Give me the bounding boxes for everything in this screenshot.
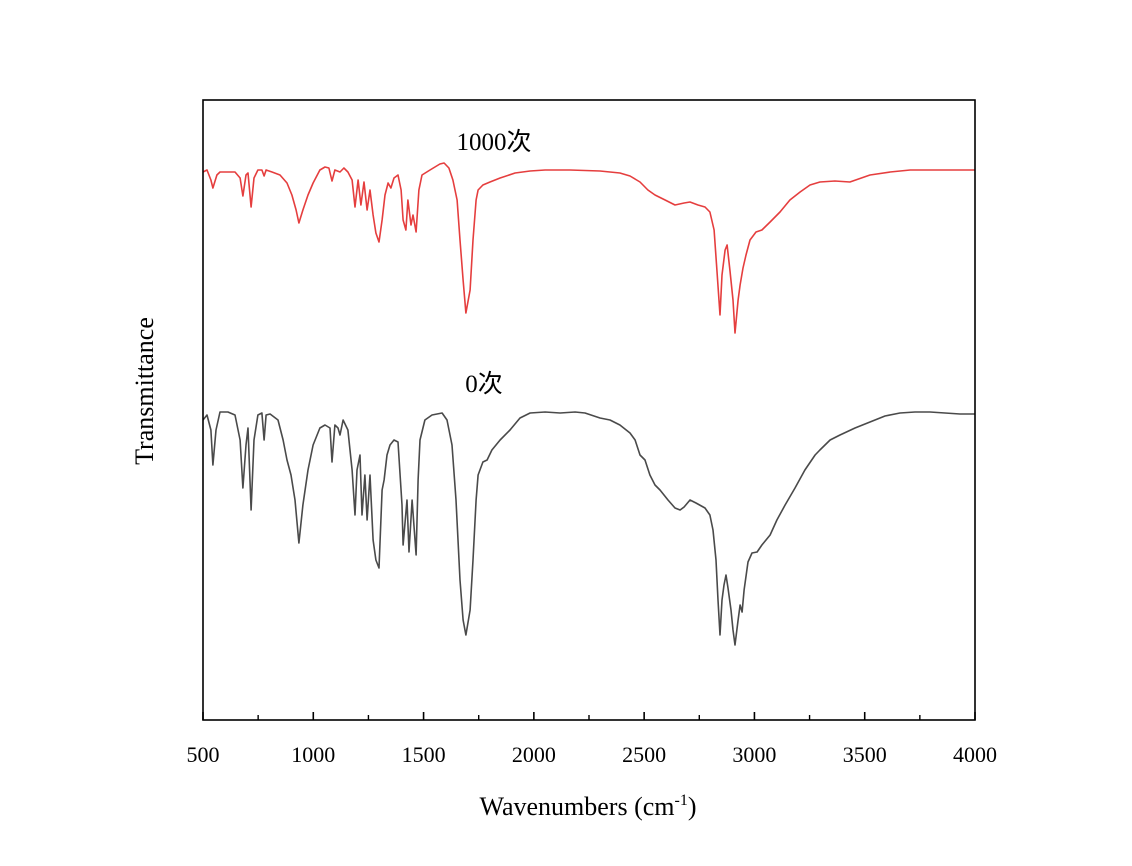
x-tick-label: 500 bbox=[187, 742, 220, 767]
x-tick-label: 2000 bbox=[512, 742, 556, 767]
annotation-0: 0次 bbox=[465, 370, 503, 398]
y-axis-label: Transmittance bbox=[130, 317, 159, 465]
x-tick-label: 3000 bbox=[732, 742, 776, 767]
x-tick-label: 1500 bbox=[402, 742, 446, 767]
series-line-1000-cycles bbox=[202, 162, 975, 334]
x-tick-labels: 500 1000 1500 2000 2500 3000 3500 4000 bbox=[187, 742, 998, 767]
x-axis-label-close: ) bbox=[688, 792, 697, 821]
series-line-0-cycles bbox=[202, 411, 975, 646]
annotation-1000: 1000次 bbox=[456, 128, 531, 156]
x-tick-label: 2500 bbox=[622, 742, 666, 767]
x-axis-label: Wavenumbers (cm-1) bbox=[480, 792, 697, 821]
series-lines bbox=[202, 162, 975, 646]
x-tick-label: 1000 bbox=[291, 742, 335, 767]
x-axis-label-sup: -1 bbox=[675, 792, 688, 809]
x-tick-label: 4000 bbox=[953, 742, 997, 767]
plot-frame bbox=[202, 99, 976, 721]
x-tick-label: 3500 bbox=[843, 742, 887, 767]
x-axis-label-main: Wavenumbers (cm bbox=[480, 792, 675, 821]
x-axis-ticks bbox=[202, 712, 976, 720]
